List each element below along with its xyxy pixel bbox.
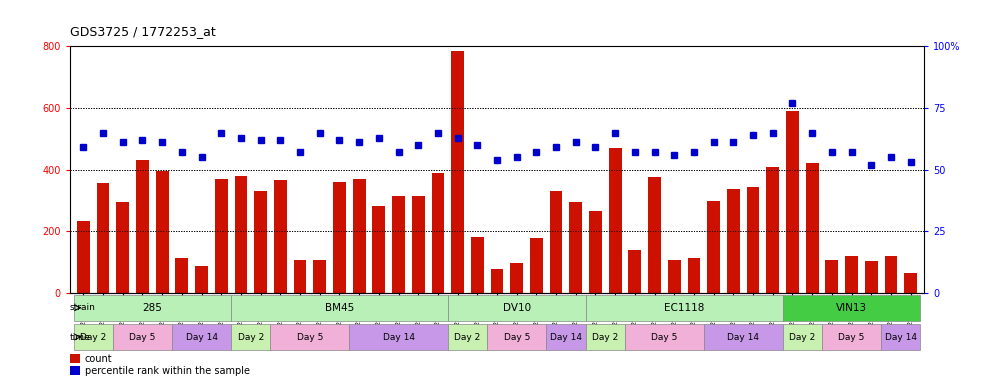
Bar	[293, 260, 306, 293]
Bar	[825, 260, 838, 293]
Bar	[885, 256, 898, 293]
Text: Day 14: Day 14	[186, 333, 218, 341]
Text: GDS3725 / 1772253_at: GDS3725 / 1772253_at	[70, 25, 216, 38]
Bar	[172, 324, 231, 350]
Bar	[392, 195, 405, 293]
Bar	[628, 250, 641, 293]
Text: 285: 285	[142, 303, 162, 313]
Bar	[353, 179, 366, 293]
Text: Day 5: Day 5	[651, 333, 678, 341]
Bar	[274, 180, 286, 293]
Bar	[195, 266, 208, 293]
Bar	[176, 258, 188, 293]
Text: Day 2: Day 2	[592, 333, 618, 341]
Bar	[530, 238, 543, 293]
Text: Day 5: Day 5	[296, 333, 323, 341]
Text: Day 2: Day 2	[238, 333, 264, 341]
Text: Day 5: Day 5	[504, 333, 530, 341]
Bar	[235, 176, 248, 293]
Text: Day 14: Day 14	[383, 333, 414, 341]
Bar	[786, 111, 799, 293]
Bar	[231, 324, 270, 350]
Text: DV10: DV10	[503, 303, 531, 313]
Text: strain: strain	[70, 303, 95, 312]
Bar	[231, 295, 447, 321]
Bar	[487, 324, 547, 350]
Bar	[215, 179, 228, 293]
Text: BM45: BM45	[325, 303, 354, 313]
Bar	[136, 160, 149, 293]
Bar	[313, 260, 326, 293]
Bar	[70, 354, 80, 363]
Bar	[447, 295, 585, 321]
Text: Day 5: Day 5	[838, 333, 865, 341]
Bar	[806, 164, 818, 293]
Text: Day 5: Day 5	[129, 333, 156, 341]
Text: Day 14: Day 14	[885, 333, 916, 341]
Text: VIN13: VIN13	[836, 303, 867, 313]
Bar	[447, 324, 487, 350]
Bar	[431, 173, 444, 293]
Bar	[550, 191, 563, 293]
Bar	[782, 295, 920, 321]
Bar	[471, 237, 484, 293]
Bar	[547, 324, 585, 350]
Bar	[412, 195, 424, 293]
Bar	[74, 324, 113, 350]
Bar	[648, 177, 661, 293]
Bar	[585, 295, 782, 321]
Bar	[585, 324, 625, 350]
Text: Day 2: Day 2	[454, 333, 480, 341]
Text: time: time	[70, 333, 90, 341]
Text: EC1118: EC1118	[664, 303, 705, 313]
Bar	[905, 273, 917, 293]
Bar	[96, 183, 109, 293]
Bar	[77, 221, 89, 293]
Bar	[373, 206, 386, 293]
Bar	[608, 148, 621, 293]
Bar	[845, 256, 858, 293]
Bar	[451, 51, 464, 293]
Bar	[70, 366, 80, 375]
Bar	[510, 263, 523, 293]
Bar	[746, 187, 759, 293]
Bar	[668, 260, 681, 293]
Bar	[704, 324, 782, 350]
Text: Day 14: Day 14	[728, 333, 759, 341]
Bar	[156, 172, 169, 293]
Bar	[113, 324, 172, 350]
Bar	[254, 191, 267, 293]
Bar	[270, 324, 349, 350]
Bar	[333, 182, 346, 293]
Bar	[688, 258, 701, 293]
Bar	[822, 324, 881, 350]
Bar	[589, 211, 602, 293]
Bar	[881, 324, 920, 350]
Text: Day 14: Day 14	[550, 333, 581, 341]
Text: percentile rank within the sample: percentile rank within the sample	[84, 366, 249, 376]
Bar	[782, 324, 822, 350]
Text: Day 2: Day 2	[81, 333, 106, 341]
Text: count: count	[84, 354, 112, 364]
Bar	[116, 202, 129, 293]
Bar	[570, 202, 582, 293]
Bar	[491, 269, 503, 293]
Bar	[349, 324, 447, 350]
Bar	[74, 295, 231, 321]
Bar	[865, 261, 878, 293]
Bar	[727, 189, 740, 293]
Bar	[625, 324, 704, 350]
Bar	[766, 167, 779, 293]
Bar	[708, 200, 720, 293]
Text: Day 2: Day 2	[789, 333, 815, 341]
